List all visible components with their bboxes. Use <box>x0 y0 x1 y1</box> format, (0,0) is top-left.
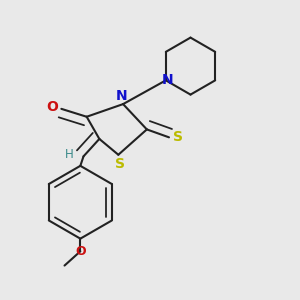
Text: O: O <box>75 245 86 258</box>
Text: O: O <box>46 100 58 114</box>
Text: H: H <box>65 148 74 161</box>
Text: N: N <box>116 89 127 103</box>
Text: S: S <box>173 130 183 144</box>
Text: S: S <box>115 157 125 171</box>
Text: N: N <box>162 73 173 87</box>
